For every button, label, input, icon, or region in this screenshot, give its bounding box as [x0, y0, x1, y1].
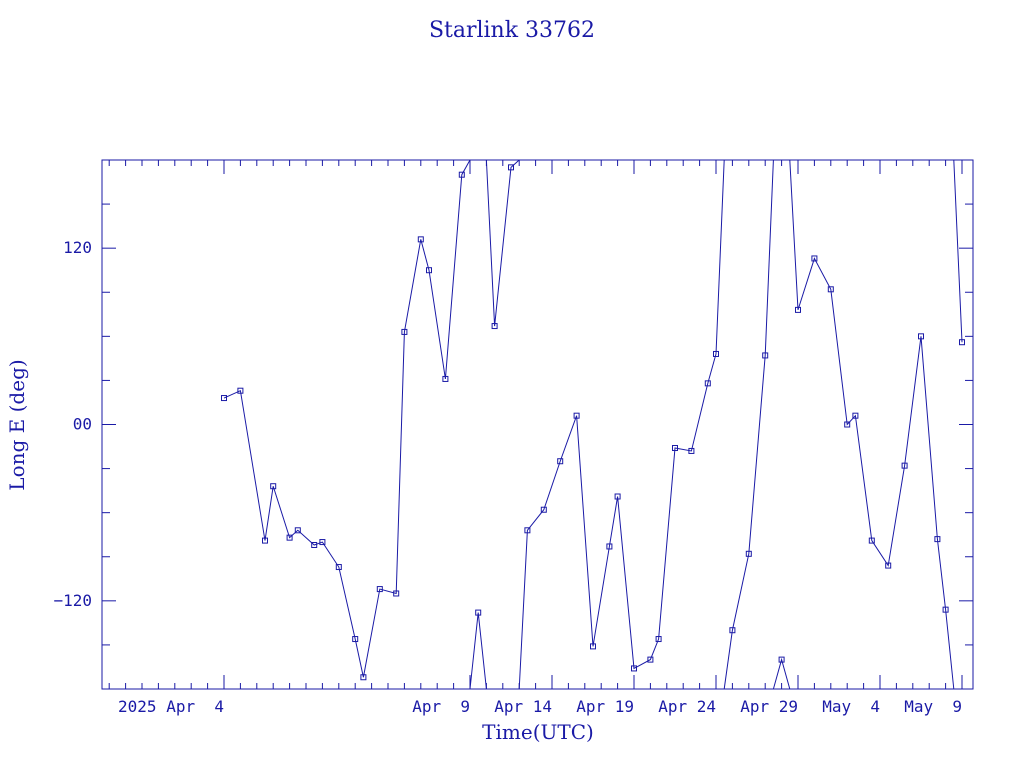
y-tick-label: 120: [63, 238, 92, 257]
data-point: [221, 395, 227, 402]
data-point: [762, 352, 769, 359]
data-point: [778, 656, 785, 663]
data-point: [262, 537, 268, 544]
data-point: [590, 643, 596, 650]
data-point: [270, 483, 277, 490]
data-point: [458, 171, 465, 178]
data-point: [393, 590, 400, 597]
data-point: [942, 606, 949, 613]
data-point: [311, 541, 318, 548]
data-point: [573, 412, 580, 419]
x-tick-label: May 4: [822, 697, 880, 716]
x-tick-label: May 9: [904, 697, 962, 716]
y-tick-label: −120: [53, 591, 92, 610]
data-point: [557, 458, 564, 465]
data-point: [672, 445, 678, 452]
data-point: [417, 236, 424, 243]
data-point: [335, 564, 342, 571]
data-point: [540, 506, 547, 513]
data-point: [376, 586, 383, 593]
data-point: [352, 636, 359, 643]
y-axis-label: Long E (deg): [5, 359, 29, 490]
data-point: [508, 164, 514, 171]
data-point: [827, 286, 834, 293]
data-point: [713, 350, 719, 357]
x-tick-label: Apr 9: [412, 697, 470, 716]
data-point: [934, 536, 941, 543]
data-point: [237, 387, 244, 394]
data-point: [401, 328, 408, 335]
x-tick-label: Apr 29: [740, 697, 798, 716]
data-point: [606, 543, 613, 550]
x-tick-label: Apr 19: [576, 697, 634, 716]
data-point: [286, 534, 293, 541]
x-tick-label: Apr 24: [658, 697, 716, 716]
data-point: [852, 412, 859, 419]
data-point: [688, 447, 695, 454]
chart-title: Starlink 33762: [429, 18, 595, 43]
y-tick-label: 00: [73, 415, 92, 434]
data-point: [360, 674, 367, 681]
data-point: [319, 539, 326, 546]
data-point: [426, 267, 432, 274]
data-point: [959, 339, 965, 346]
data-point: [442, 375, 449, 382]
data-point: [524, 527, 531, 534]
data-point: [294, 527, 301, 534]
plot-frame: [101, 159, 974, 690]
data-point: [729, 627, 736, 634]
series-layer: [221, 159, 965, 690]
data-point: [704, 380, 711, 387]
data-point: [885, 562, 892, 569]
data-point: [655, 636, 662, 643]
series-line: [223, 159, 963, 690]
data-point: [491, 323, 498, 330]
x-axis-ticks: 2025 Apr 4 Apr 9 Apr 14 Apr 19 Apr 24 Apr 29 M…: [108, 160, 963, 716]
data-point: [647, 656, 654, 663]
data-point: [918, 333, 924, 340]
data-point: [811, 255, 818, 262]
data-point: [868, 537, 875, 544]
data-point: [614, 493, 621, 500]
data-point: [901, 462, 908, 469]
data-point: [795, 306, 801, 313]
x-tick-label: Apr 14: [494, 697, 552, 716]
data-point: [631, 665, 637, 672]
data-point: [475, 609, 482, 616]
data-point: [745, 550, 752, 557]
x-axis-label: Time(UTC): [482, 720, 594, 744]
y-axis-ticks: 120 00 −120: [53, 159, 973, 690]
x-tick-label: 2025 Apr 4: [118, 697, 224, 716]
data-point: [844, 421, 851, 428]
